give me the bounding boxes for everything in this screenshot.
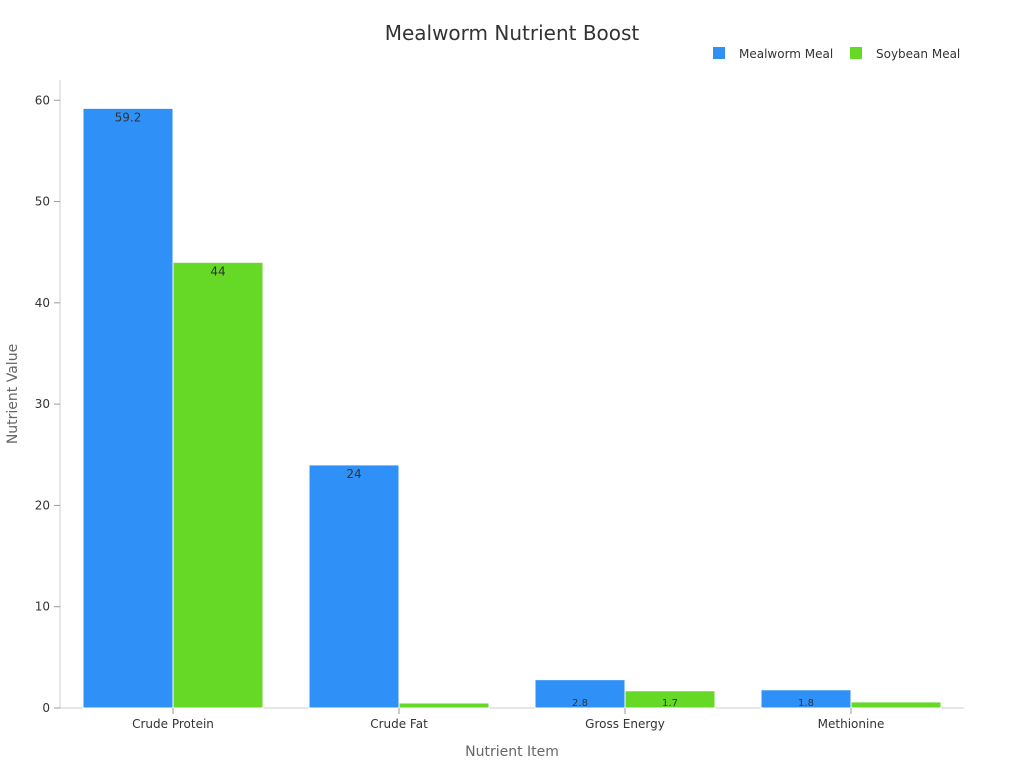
- bar-mealworm: [82, 107, 174, 709]
- bars: 59.2 44 24 2.8 1.7 1.8: [82, 107, 942, 709]
- bar-value-label: 1.7: [662, 698, 678, 709]
- legend-label-mealworm: Mealworm Meal: [739, 47, 833, 61]
- bar-mealworm: [760, 689, 852, 709]
- legend-label-soybean: Soybean Meal: [876, 47, 960, 61]
- x-tick-label: Gross Energy: [585, 717, 665, 731]
- bar-soybean: [624, 690, 716, 709]
- y-axis-ticks: 0 10 20 30 40 50 60: [35, 93, 60, 715]
- y-tick-label: 60: [35, 93, 50, 107]
- y-tick-label: 0: [42, 701, 50, 715]
- bar-value-label: 24: [346, 467, 361, 481]
- legend-swatch-soybean: [850, 47, 862, 59]
- bar-soybean: [850, 701, 942, 709]
- x-tick-label: Crude Protein: [132, 717, 214, 731]
- bar-value-label: 59.2: [115, 110, 142, 124]
- x-axis-ticks: Crude Protein Crude Fat Gross Energy Methio…: [132, 708, 884, 731]
- y-axis-title: Nutrient Value: [5, 344, 21, 444]
- bar-value-label: 1.8: [798, 698, 814, 709]
- bar-value-label: 44: [210, 264, 225, 278]
- bar-value-label: 2.8: [572, 698, 588, 709]
- legend-swatch-mealworm: [713, 47, 725, 59]
- y-tick-label: 20: [35, 498, 50, 512]
- y-tick-label: 40: [35, 296, 50, 310]
- x-axis-title: Nutrient Item: [465, 744, 559, 760]
- bar-soybean: [172, 261, 264, 709]
- x-tick-label: Crude Fat: [370, 717, 428, 731]
- x-tick-label: Methionine: [818, 717, 885, 731]
- y-tick-label: 10: [35, 600, 50, 614]
- y-tick-label: 30: [35, 397, 50, 411]
- bar-mealworm: [308, 464, 400, 709]
- y-tick-label: 50: [35, 195, 50, 209]
- legend: Mealworm Meal Soybean Meal: [713, 47, 960, 61]
- bar-soybean: [398, 702, 490, 709]
- chart-title: Mealworm Nutrient Boost: [385, 21, 640, 45]
